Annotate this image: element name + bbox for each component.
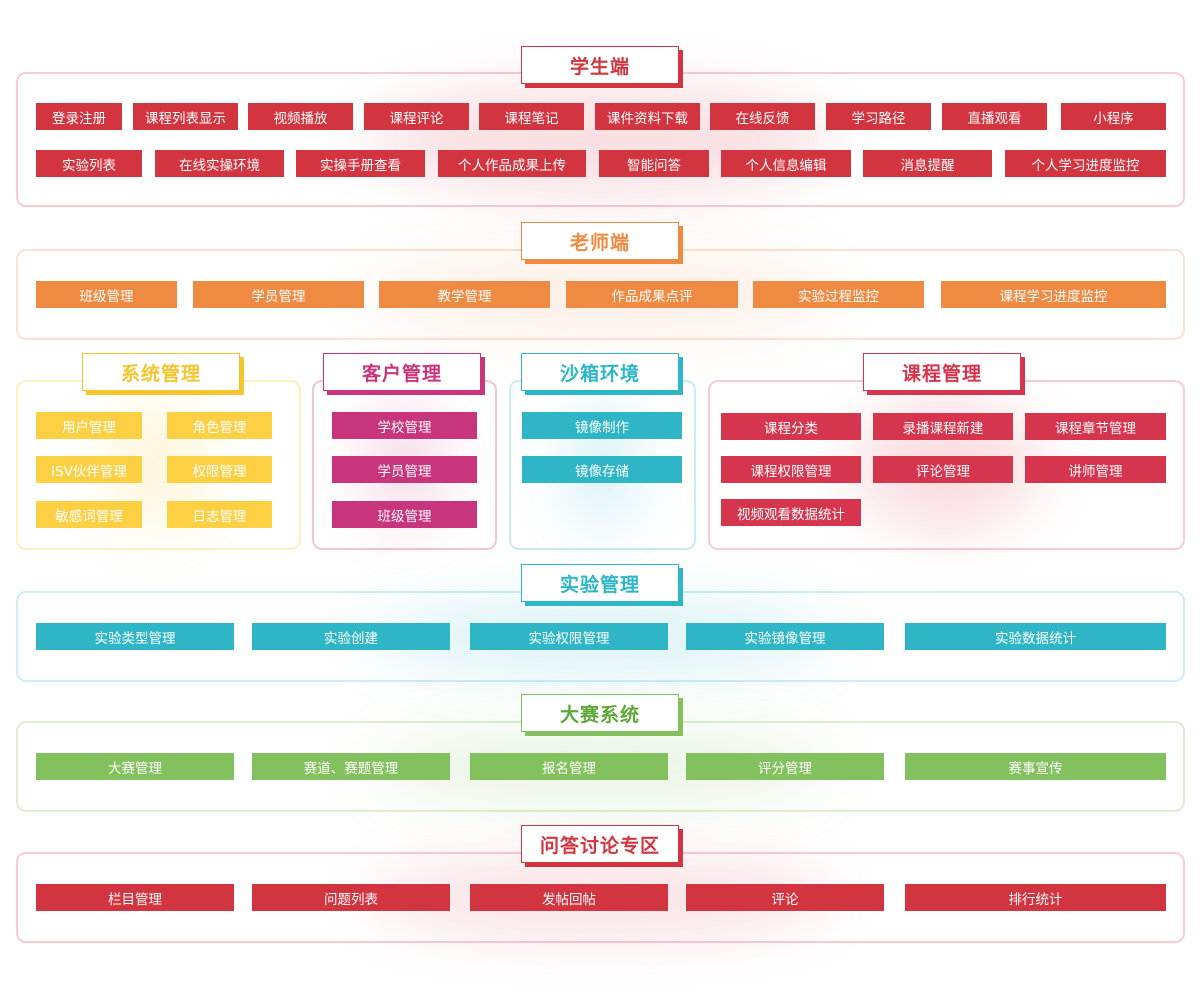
student-item[interactable]: 登录注册: [36, 103, 122, 130]
system-item[interactable]: 敏感词管理: [36, 501, 142, 528]
course-panel-title: 课程管理: [863, 353, 1021, 391]
qa-item[interactable]: 排行统计: [905, 884, 1166, 911]
teacher-item[interactable]: 作品成果点评: [566, 281, 738, 308]
student-item[interactable]: 在线反馈: [710, 103, 815, 130]
student-item[interactable]: 实验列表: [36, 150, 142, 177]
teacher-item[interactable]: 实验过程监控: [753, 281, 924, 308]
student-item[interactable]: 视频播放: [248, 103, 353, 130]
student-item[interactable]: 课件资料下载: [595, 103, 700, 130]
student-item[interactable]: 个人作品成果上传: [438, 150, 586, 177]
contest-item[interactable]: 评分管理: [686, 753, 884, 780]
course-item[interactable]: 评论管理: [873, 456, 1013, 483]
student-panel: [16, 72, 1185, 207]
experiment-item[interactable]: 实验镜像管理: [686, 623, 884, 650]
qa-panel-title: 问答讨论专区: [521, 825, 679, 863]
student-item[interactable]: 课程评论: [364, 103, 469, 130]
course-item[interactable]: 课程分类: [721, 413, 861, 440]
student-item[interactable]: 学习路径: [826, 103, 931, 130]
system-item[interactable]: ISV伙伴管理: [36, 456, 142, 483]
contest-item[interactable]: 赛道、赛题管理: [252, 753, 450, 780]
student-item[interactable]: 智能问答: [599, 150, 709, 177]
course-item[interactable]: 讲师管理: [1025, 456, 1166, 483]
student-item[interactable]: 小程序: [1061, 103, 1166, 130]
contest-item[interactable]: 赛事宣传: [905, 753, 1166, 780]
student-item[interactable]: 课程笔记: [479, 103, 584, 130]
qa-item[interactable]: 评论: [686, 884, 884, 911]
teacher-item[interactable]: 班级管理: [36, 281, 177, 308]
teacher-panel-title: 老师端: [521, 222, 679, 260]
experiment-item[interactable]: 实验创建: [252, 623, 450, 650]
teacher-item[interactable]: 学员管理: [193, 281, 364, 308]
student-item[interactable]: 个人信息编辑: [721, 150, 851, 177]
contest-panel-title: 大赛系统: [521, 694, 679, 732]
student-item[interactable]: 个人学习进度监控: [1005, 150, 1166, 177]
customer-item[interactable]: 学校管理: [332, 412, 477, 439]
course-item[interactable]: 课程章节管理: [1025, 413, 1166, 440]
system-item[interactable]: 用户管理: [36, 412, 142, 439]
experiment-panel-title: 实验管理: [521, 564, 679, 602]
course-item[interactable]: 课程权限管理: [721, 456, 861, 483]
system-item[interactable]: 权限管理: [167, 456, 272, 483]
customer-panel-title: 客户管理: [323, 353, 481, 391]
student-item[interactable]: 在线实操环境: [155, 150, 284, 177]
teacher-item[interactable]: 教学管理: [379, 281, 550, 308]
system-item[interactable]: 日志管理: [167, 501, 272, 528]
system-panel-title: 系统管理: [82, 353, 240, 391]
teacher-item[interactable]: 课程学习进度监控: [941, 281, 1166, 308]
qa-item[interactable]: 栏目管理: [36, 884, 234, 911]
customer-item[interactable]: 学员管理: [332, 456, 477, 483]
experiment-item[interactable]: 实验权限管理: [470, 623, 668, 650]
student-panel-title: 学生端: [521, 46, 679, 84]
student-item[interactable]: 实操手册查看: [296, 150, 425, 177]
customer-item[interactable]: 班级管理: [332, 501, 477, 528]
student-item[interactable]: 课程列表显示: [133, 103, 238, 130]
qa-item[interactable]: 发帖回帖: [470, 884, 668, 911]
contest-item[interactable]: 大赛管理: [36, 753, 234, 780]
experiment-item[interactable]: 实验数据统计: [905, 623, 1166, 650]
student-item[interactable]: 消息提醒: [863, 150, 992, 177]
system-item[interactable]: 角色管理: [167, 412, 272, 439]
student-item[interactable]: 直播观看: [942, 103, 1047, 130]
sandbox-item[interactable]: 镜像存储: [522, 456, 682, 483]
sandbox-panel-title: 沙箱环境: [521, 353, 679, 391]
course-item[interactable]: 录播课程新建: [873, 413, 1013, 440]
course-item[interactable]: 视频观看数据统计: [721, 499, 861, 526]
contest-item[interactable]: 报名管理: [470, 753, 668, 780]
experiment-item[interactable]: 实验类型管理: [36, 623, 234, 650]
qa-item[interactable]: 问题列表: [252, 884, 450, 911]
sandbox-item[interactable]: 镜像制作: [522, 412, 682, 439]
